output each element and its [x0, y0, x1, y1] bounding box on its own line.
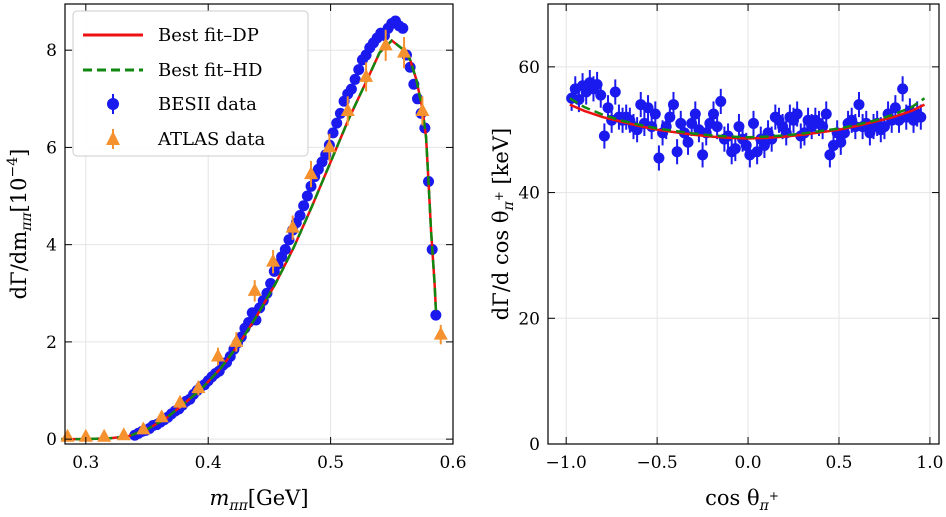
- besii-point: [298, 200, 310, 212]
- atlas-point: [378, 37, 393, 51]
- legend-label-besii: BESII data: [158, 94, 257, 115]
- legend-box: [72, 10, 309, 157]
- y-tick-label: 8: [46, 41, 57, 61]
- atlas-point: [154, 409, 169, 423]
- atlas-point: [340, 102, 355, 116]
- right-grid: [548, 4, 939, 445]
- y-tick-label: 60: [518, 58, 540, 78]
- y-tick-label: 0: [46, 430, 57, 450]
- besii-point: [791, 108, 803, 120]
- besii-point: [345, 83, 357, 95]
- left-series: [60, 15, 448, 442]
- left-ticks: 0.3 0.4 0.5 0.6 0 2 4 6 8: [46, 4, 467, 473]
- y-tick-label: 6: [46, 138, 57, 158]
- besii-point: [820, 108, 832, 120]
- atlas-point: [210, 348, 225, 362]
- best-fit-hd-line: [61, 38, 438, 441]
- atlas-point: [285, 219, 300, 233]
- atlas-point: [433, 326, 448, 340]
- atlas-point: [229, 333, 244, 347]
- right-panel: −1.0 −0.5 0.0 0.5 1.0 0 20 40 60 cos θπ+ dΓ/d co…: [489, 3, 943, 514]
- besii-point: [897, 83, 909, 95]
- x-tick-label: 0.5: [317, 453, 344, 473]
- besii-point: [853, 99, 865, 111]
- besii-point: [595, 89, 607, 101]
- atlas-point: [266, 253, 281, 267]
- atlas-point: [173, 394, 188, 408]
- atlas-point: [60, 428, 75, 442]
- legend-label-hd: Best fit–HD: [158, 60, 262, 81]
- besii-point: [349, 73, 361, 85]
- left-axes-frame: [64, 3, 454, 445]
- left-legend: Best fit–DP Best fit–HD BESII data ATLAS…: [72, 10, 309, 157]
- legend-marker-besii: [107, 98, 119, 110]
- besii-point: [294, 209, 306, 221]
- y-tick-label: 0: [529, 435, 540, 455]
- besii-point: [279, 244, 291, 256]
- left-ylabel: dΓ/dmππ[10−4]: [5, 149, 35, 300]
- right-xlabel: cos θπ+: [705, 486, 779, 514]
- besii-point: [671, 146, 683, 158]
- x-tick-label: 1.0: [916, 453, 943, 473]
- x-tick-label: 0.6: [439, 453, 466, 473]
- atlas-point: [397, 44, 412, 58]
- atlas-point: [136, 421, 151, 435]
- atlas-point: [304, 166, 319, 180]
- besii-point: [598, 130, 610, 142]
- besii-point: [715, 95, 727, 107]
- atlas-point: [191, 380, 206, 394]
- besii-point: [682, 136, 694, 148]
- besii-point: [697, 149, 709, 161]
- besii-point: [430, 309, 442, 321]
- besii-point: [729, 143, 741, 155]
- right-ticks: −1.0 −0.5 0.0 0.5 1.0 0 20 40 60: [518, 4, 943, 473]
- left-xlabel: mππ[GeV]: [209, 486, 308, 514]
- right-series: [566, 70, 927, 171]
- atlas-point: [359, 68, 374, 82]
- besii-point: [748, 117, 760, 129]
- besii-point: [301, 190, 313, 202]
- y-tick-label: 4: [46, 236, 57, 256]
- besii-point: [331, 117, 343, 129]
- besii-point: [689, 108, 701, 120]
- x-tick-label: 0.4: [195, 453, 222, 473]
- atlas-point: [247, 282, 262, 296]
- legend-label-atlas: ATLAS data: [157, 129, 266, 150]
- atlas-point: [78, 428, 93, 442]
- atlas-point: [116, 427, 131, 441]
- besii-point: [915, 111, 927, 123]
- besii-point: [711, 121, 723, 133]
- x-tick-label: −0.5: [636, 453, 677, 473]
- right-axes-frame: [547, 3, 940, 445]
- besii-point: [609, 86, 621, 98]
- besii-point: [653, 152, 665, 164]
- left-panel: 0.3 0.4 0.5 0.6 0 2 4 6 8 Best fit–DP Best fit–H…: [5, 3, 467, 514]
- atlas-point: [415, 102, 430, 116]
- y-tick-label: 40: [518, 184, 540, 204]
- atlas-point: [322, 139, 337, 153]
- besii-point: [642, 102, 654, 114]
- right-ylabel: dΓ/d cos θπ+ [keV]: [489, 128, 517, 320]
- besii-point: [397, 22, 409, 34]
- besii-point: [353, 64, 365, 76]
- y-tick-label: 20: [518, 309, 540, 329]
- legend-label-dp: Best fit–DP: [158, 25, 259, 46]
- besii-point: [667, 99, 679, 111]
- y-tick-label: 2: [46, 333, 57, 353]
- legend-marker-atlas: [106, 131, 120, 145]
- atlas-point: [97, 428, 112, 442]
- besii-point: [649, 108, 661, 120]
- x-tick-label: −1.0: [546, 453, 587, 473]
- x-tick-label: 0.3: [72, 453, 99, 473]
- besii-point: [334, 107, 346, 119]
- x-tick-label: 0.5: [825, 453, 852, 473]
- best-fit-hd-line: [569, 97, 926, 139]
- x-tick-label: 0.0: [735, 453, 762, 473]
